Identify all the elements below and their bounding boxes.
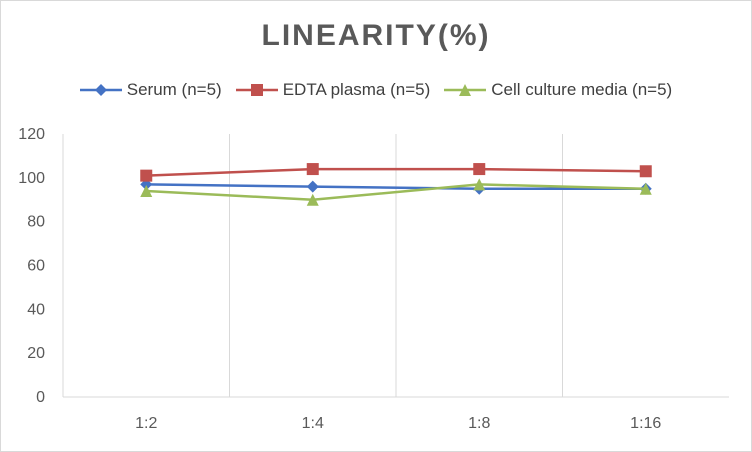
x-tick-label: 1:8 [468,415,490,432]
x-tick-label: 1:4 [302,415,324,432]
data-point-marker [473,178,486,191]
data-point-marker [140,184,153,197]
y-tick-label: 100 [18,170,45,187]
data-point-marker [473,163,486,176]
legend-marker-serum [79,84,122,96]
chart-title: LINEARITY(%) [261,19,491,52]
y-tick-label: 20 [27,345,45,362]
data-point-marker [639,182,652,195]
legend-marker-edta-plasma [235,84,278,96]
y-tick-label: 40 [27,301,45,318]
legend-item-serum: Serum (n=5) [79,80,222,100]
legend-marker-cell-culture-media [444,84,487,96]
y-tick-label: 0 [36,389,45,406]
data-point-marker [306,193,319,206]
series-line [146,183,646,201]
legend-label-edta-plasma: EDTA plasma (n=5) [282,80,431,99]
series-line [146,167,646,177]
x-tick-label: 1:16 [630,415,661,432]
legend-item-edta-plasma: EDTA plasma (n=5) [235,80,431,100]
y-tick-label: 120 [18,126,45,143]
x-tick-label: 1:2 [135,415,157,432]
legend: Serum (n=5) EDTA plasma (n=5) Cell cultu… [1,80,751,100]
data-point-marker [140,169,153,182]
data-point-marker [306,180,319,193]
data-point-marker [306,163,319,176]
legend-label-cell-culture-media: Cell culture media (n=5) [491,80,673,99]
series-line [146,183,646,191]
y-tick-label: 60 [27,258,45,275]
legend-label-serum: Serum (n=5) [126,80,222,99]
data-point-marker [639,165,652,178]
y-tick-label: 80 [27,214,45,231]
legend-item-cell-culture-media: Cell culture media (n=5) [444,80,672,100]
